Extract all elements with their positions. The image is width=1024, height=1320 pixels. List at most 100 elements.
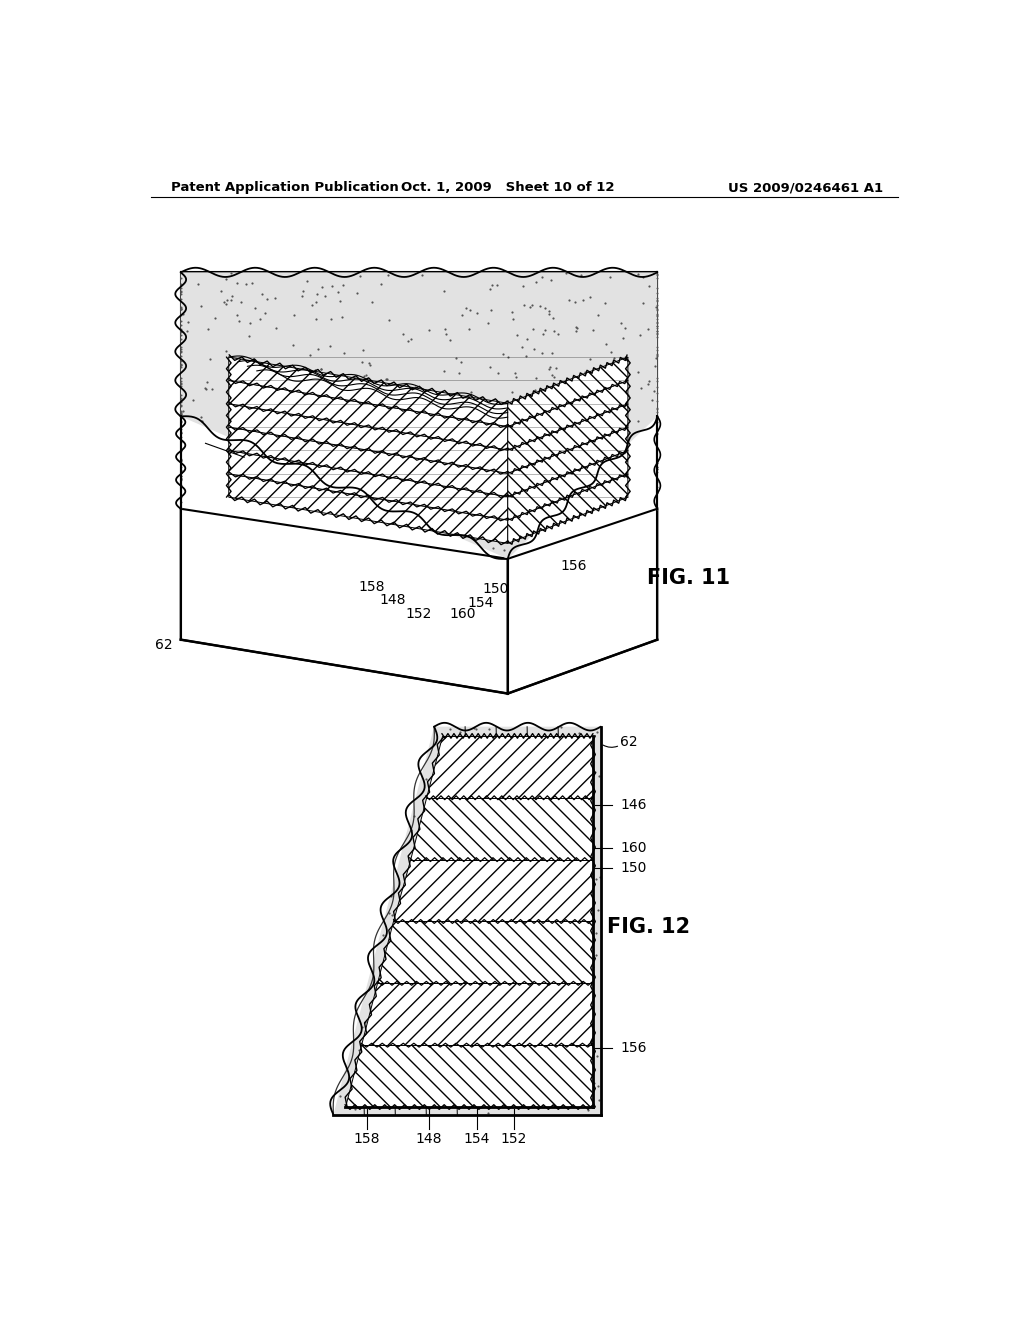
Point (434, 1071, 451, 1092)
Point (582, 416, 598, 437)
Point (574, 289, 591, 310)
Point (343, 1082, 359, 1104)
Point (579, 449, 595, 470)
Text: 146: 146 (245, 450, 270, 465)
Point (349, 1074, 366, 1096)
Point (489, 942, 506, 964)
Point (497, 837, 513, 858)
Point (275, 429, 292, 450)
Point (418, 1069, 434, 1090)
Point (517, 416, 534, 437)
Point (437, 442, 454, 463)
Point (397, 979, 414, 1001)
Point (324, 404, 340, 425)
Point (463, 381, 479, 403)
Point (635, 293, 651, 314)
Point (649, 471, 666, 492)
Point (288, 411, 304, 432)
Point (552, 866, 568, 887)
Point (611, 404, 628, 425)
Point (468, 718, 484, 739)
Point (453, 929, 469, 950)
Point (467, 871, 483, 892)
Polygon shape (508, 380, 628, 450)
Point (500, 843, 516, 865)
Point (489, 362, 506, 383)
Point (649, 453, 666, 474)
Point (381, 940, 397, 961)
Point (172, 389, 188, 411)
Point (172, 400, 188, 421)
Text: 156: 156 (621, 1040, 646, 1055)
Text: 150: 150 (483, 582, 509, 595)
Polygon shape (508, 450, 628, 520)
Point (542, 422, 558, 444)
Point (578, 948, 594, 969)
Point (357, 466, 374, 487)
Point (497, 436, 513, 457)
Point (421, 432, 437, 453)
Point (635, 267, 651, 288)
Point (649, 470, 666, 491)
Point (536, 323, 552, 345)
Point (518, 385, 535, 407)
Point (469, 470, 485, 491)
Point (458, 298, 474, 319)
Point (649, 294, 666, 315)
Point (588, 869, 604, 890)
Point (507, 788, 523, 809)
Point (395, 323, 412, 345)
Point (402, 329, 419, 350)
Point (534, 446, 550, 467)
Point (542, 301, 558, 322)
Point (469, 302, 485, 323)
Point (562, 789, 579, 810)
Point (172, 392, 188, 413)
Point (559, 899, 575, 920)
Point (649, 383, 666, 404)
Point (561, 809, 578, 830)
Point (410, 1035, 426, 1056)
Point (172, 432, 188, 453)
Point (532, 789, 549, 810)
Point (354, 1016, 371, 1038)
Point (523, 294, 540, 315)
Point (475, 517, 492, 539)
Point (552, 1016, 568, 1038)
Point (567, 367, 584, 388)
Point (172, 346, 188, 367)
Point (247, 298, 263, 319)
Point (172, 401, 188, 422)
Point (172, 422, 188, 444)
Point (172, 372, 188, 393)
Point (287, 305, 303, 326)
Point (398, 471, 415, 492)
Point (568, 793, 585, 814)
Point (418, 847, 434, 869)
Point (640, 371, 656, 392)
Point (172, 447, 188, 469)
Polygon shape (508, 474, 628, 544)
Point (545, 308, 561, 329)
Point (580, 462, 596, 483)
Point (461, 857, 477, 878)
Point (218, 289, 234, 310)
Point (505, 308, 521, 329)
Point (172, 498, 188, 519)
Point (172, 355, 188, 376)
Point (494, 762, 510, 783)
Point (222, 289, 239, 310)
Point (498, 508, 514, 529)
Point (570, 722, 587, 743)
Point (542, 356, 558, 378)
Point (172, 356, 188, 378)
Point (347, 1098, 364, 1119)
Point (436, 360, 453, 381)
Point (527, 368, 544, 389)
Point (308, 292, 325, 313)
Point (522, 925, 539, 946)
Point (284, 396, 300, 417)
Point (531, 296, 548, 317)
Point (421, 319, 437, 341)
Point (401, 986, 418, 1007)
